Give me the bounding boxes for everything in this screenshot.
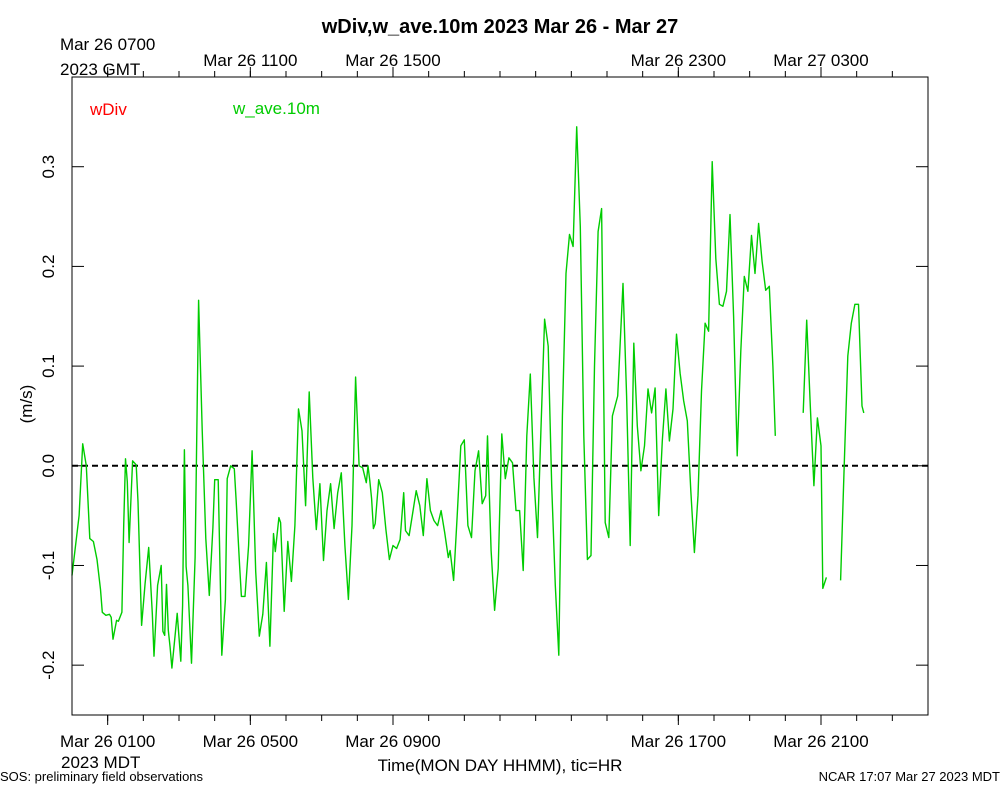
x-tick-label: Mar 26 2100	[773, 732, 868, 751]
footer-left: SOS: preliminary field observations	[0, 769, 204, 784]
chart-title: wDiv,w_ave.10m 2023 Mar 26 - Mar 27	[321, 16, 679, 38]
top-tick-label: Mar 26 2300	[631, 51, 726, 70]
series-group	[71, 126, 865, 669]
y-tick-label: 0.0	[39, 454, 58, 478]
y-tick-label: 0.2	[39, 255, 58, 279]
y-tick-label: -0.1	[39, 551, 58, 580]
legend-item-wdiv: wDiv	[89, 100, 127, 119]
plot-frame	[71, 76, 929, 716]
x-tick-label: Mar 26 0500	[203, 732, 298, 751]
y-axis-ticks: -0.2 -0.1 0.0 0.1 0.2 0.3	[39, 155, 928, 680]
series-line-w-ave-10m	[71, 126, 776, 669]
series-line-w-ave-10m	[839, 303, 865, 581]
y-tick-label: -0.2	[39, 651, 58, 680]
x-axis-label: Time(MON DAY HHMM), tic=HR	[378, 756, 623, 775]
top-tick-label: Mar 26 1500	[345, 51, 440, 70]
x-tick-label: Mar 26 0900	[345, 732, 440, 751]
footer-right: NCAR 17:07 Mar 27 2023 MDT	[819, 769, 1000, 784]
top-tick-label: Mar 27 0300	[773, 51, 868, 70]
y-tick-label: 0.1	[39, 354, 58, 378]
top-tick-label: Mar 26 0700	[60, 35, 155, 54]
y-axis-label: (m/s)	[17, 385, 36, 424]
x-tick-sublabel: 2023 MDT	[61, 753, 140, 772]
legend-item-w-ave-10m: w_ave.10m	[232, 99, 320, 118]
x-tick-label: Mar 26 1700	[631, 732, 726, 751]
y-tick-label: 0.3	[39, 155, 58, 179]
top-tick-label: Mar 26 1100	[203, 51, 297, 70]
series-line-w-ave-10m	[802, 319, 828, 590]
bottom-axis-ticks: Mar 26 0100 2023 MDT Mar 26 0500 Mar 26 090…	[60, 715, 893, 772]
x-tick-label: Mar 26 0100	[60, 732, 155, 751]
top-tick-sublabel: 2023 GMT	[60, 60, 140, 79]
top-axis-ticks: Mar 26 0700 2023 GMT Mar 26 1100 Mar 26 150…	[60, 35, 893, 79]
